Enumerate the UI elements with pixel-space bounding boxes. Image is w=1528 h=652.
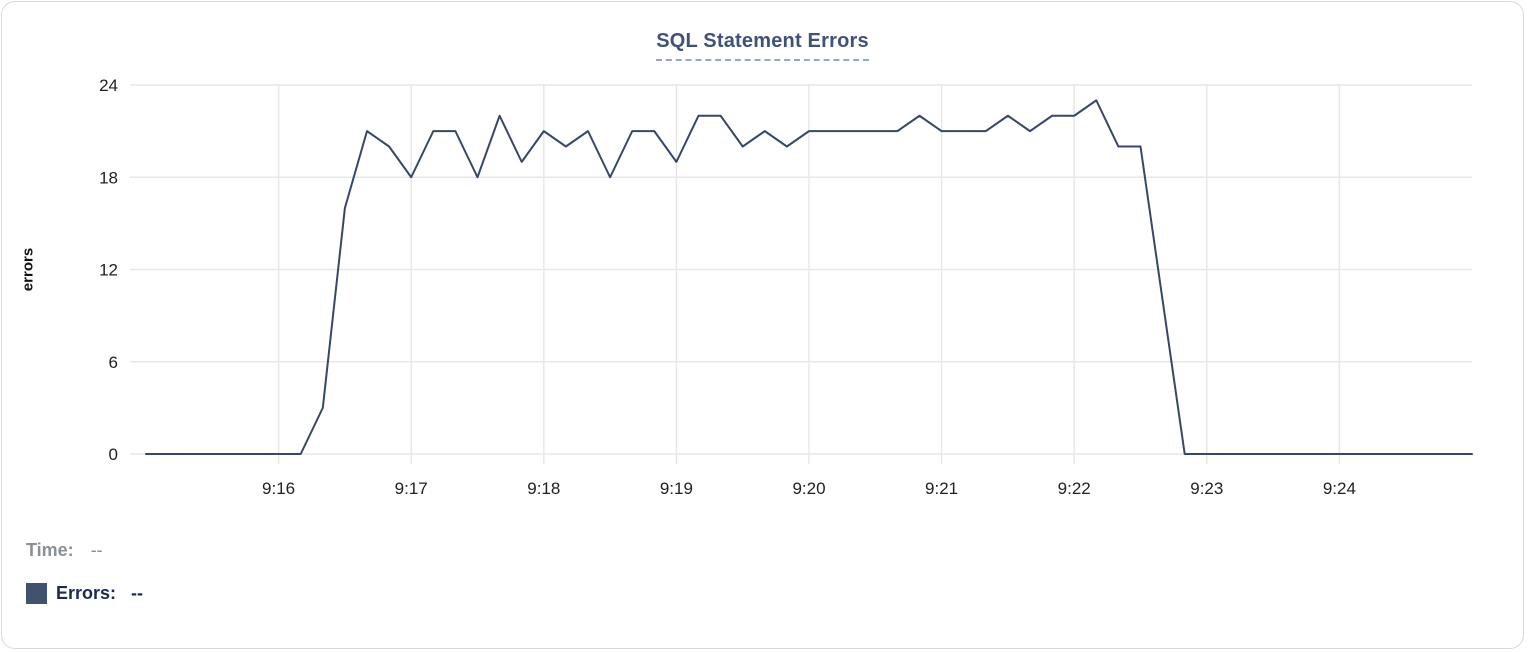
svg-text:9:23: 9:23 [1190,479,1223,498]
svg-text:9:16: 9:16 [262,479,295,498]
chart-readout: Time: -- Errors: -- [26,538,143,605]
chart-title[interactable]: SQL Statement Errors [656,30,869,61]
errors-line-chart[interactable]: 0 6 12 18 24 9:16 9:17 9:18 9:19 9:20 9:21 9:22 9:23… [2,2,1528,514]
time-label: Time: [26,539,74,560]
svg-text:24: 24 [99,76,118,95]
svg-text:9:22: 9:22 [1058,479,1091,498]
svg-text:9:24: 9:24 [1323,479,1356,498]
svg-text:9:17: 9:17 [395,479,428,498]
svg-text:9:21: 9:21 [925,479,958,498]
errors-series-swatch [26,582,47,604]
errors-label: Errors: [56,582,117,603]
legend-errors-item[interactable]: Errors: -- [26,581,143,605]
time-value: -- [90,539,103,560]
errors-value: -- [131,582,144,603]
svg-text:6: 6 [109,353,118,372]
svg-text:0: 0 [109,445,118,464]
svg-text:9:18: 9:18 [527,479,560,498]
svg-text:9:19: 9:19 [660,479,693,498]
svg-text:9:20: 9:20 [792,479,825,498]
svg-text:18: 18 [99,168,118,187]
chart-title-row: SQL Statement Errors [2,30,1523,61]
tooltip-time-readout: Time: -- [26,538,143,562]
svg-text:12: 12 [99,261,118,280]
